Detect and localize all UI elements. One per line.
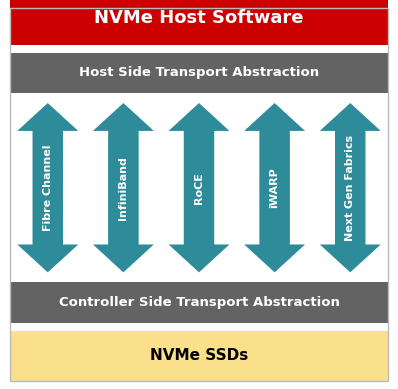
Text: Controller Side Transport Abstraction: Controller Side Transport Abstraction: [59, 296, 339, 309]
Bar: [10, 331, 388, 381]
Bar: [10, 282, 388, 323]
Text: InfiniBand: InfiniBand: [118, 156, 129, 220]
Polygon shape: [240, 101, 309, 274]
Text: RoCE: RoCE: [194, 172, 204, 203]
Text: iWARP: iWARP: [269, 167, 280, 208]
Text: Fibre Channel: Fibre Channel: [43, 144, 53, 231]
Polygon shape: [316, 101, 384, 274]
Bar: [10, 53, 388, 93]
Polygon shape: [14, 101, 82, 274]
Text: Next Gen Fabrics: Next Gen Fabrics: [345, 135, 355, 241]
Text: NVMe SSDs: NVMe SSDs: [150, 349, 248, 363]
Polygon shape: [90, 101, 158, 274]
Text: NVMe Host Software: NVMe Host Software: [94, 9, 304, 28]
Polygon shape: [165, 101, 233, 274]
Text: Host Side Transport Abstraction: Host Side Transport Abstraction: [79, 67, 319, 79]
Bar: [10, 0, 388, 45]
